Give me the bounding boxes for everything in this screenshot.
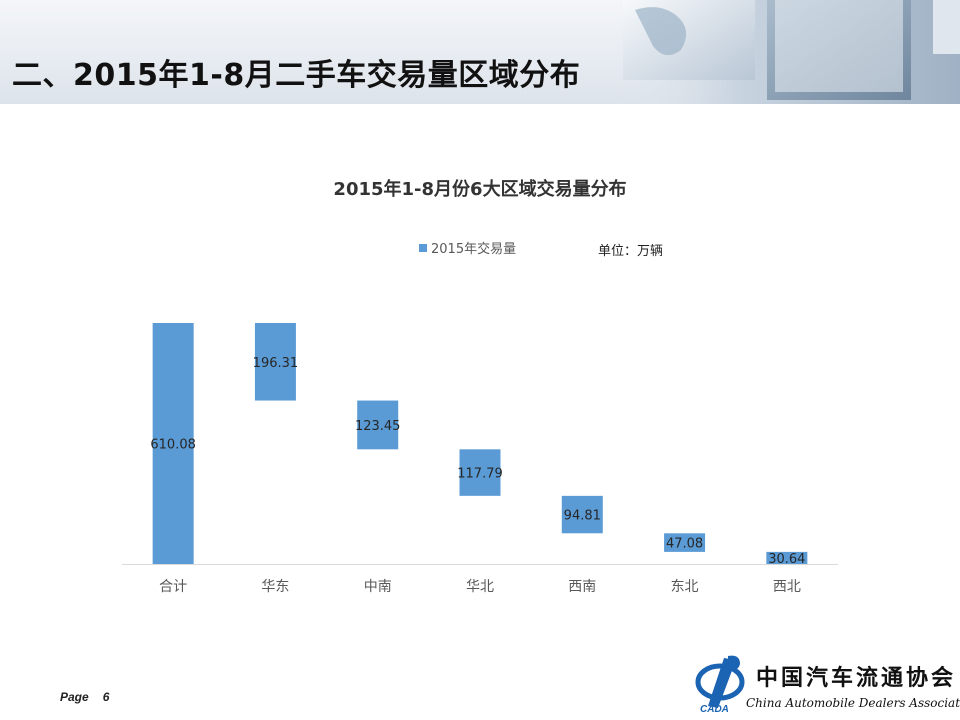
page-footer: Page 6 [60, 690, 109, 704]
data-label-0: 610.08 [150, 438, 196, 453]
category-label-4: 西南 [568, 579, 596, 595]
chart-legend: 2015年交易量 [419, 238, 516, 257]
bar-4 [561, 495, 603, 534]
slide-title: 二、2015年1-8月二手车交易量区域分布 [12, 58, 581, 93]
bar-1 [254, 323, 296, 401]
header-decoration [615, 0, 960, 104]
page-number: 6 [102, 690, 110, 704]
cada-logo: CADA 中国汽车流通协会 China Automobile Dealers A… [694, 652, 960, 714]
logo-english-name: China Automobile Dealers Association [746, 696, 960, 710]
unit-label: 单位：万辆 [598, 244, 664, 259]
bar-5 [664, 533, 706, 552]
category-label-3: 华北 [466, 579, 494, 595]
cada-emblem-icon: CADA [695, 655, 745, 714]
data-label-6: 30.64 [768, 552, 805, 567]
logo-chinese-name: 中国汽车流通协会 [756, 665, 957, 691]
category-label-0: 合计 [159, 579, 187, 595]
category-label-5: 东北 [671, 579, 699, 595]
category-label-2: 中南 [364, 579, 392, 595]
bar-3 [459, 449, 501, 496]
page-label: Page [60, 690, 89, 704]
data-label-4: 94.81 [564, 509, 601, 524]
data-label-1: 196.31 [253, 356, 299, 371]
bar-2 [357, 400, 399, 450]
logo-abbr: CADA [700, 704, 729, 714]
legend-label: 2015年交易量 [431, 242, 517, 257]
legend-swatch [419, 243, 427, 252]
category-label-6: 西北 [773, 579, 801, 595]
data-label-5: 47.08 [666, 537, 703, 552]
data-label-2: 123.45 [355, 419, 401, 434]
category-label-1: 华东 [261, 579, 289, 595]
data-label-3: 117.79 [457, 467, 503, 482]
bar-6 [766, 551, 808, 564]
chart-title: 2015年1-8月份6大区域交易量分布 [333, 179, 627, 200]
bar-0 [152, 323, 194, 564]
